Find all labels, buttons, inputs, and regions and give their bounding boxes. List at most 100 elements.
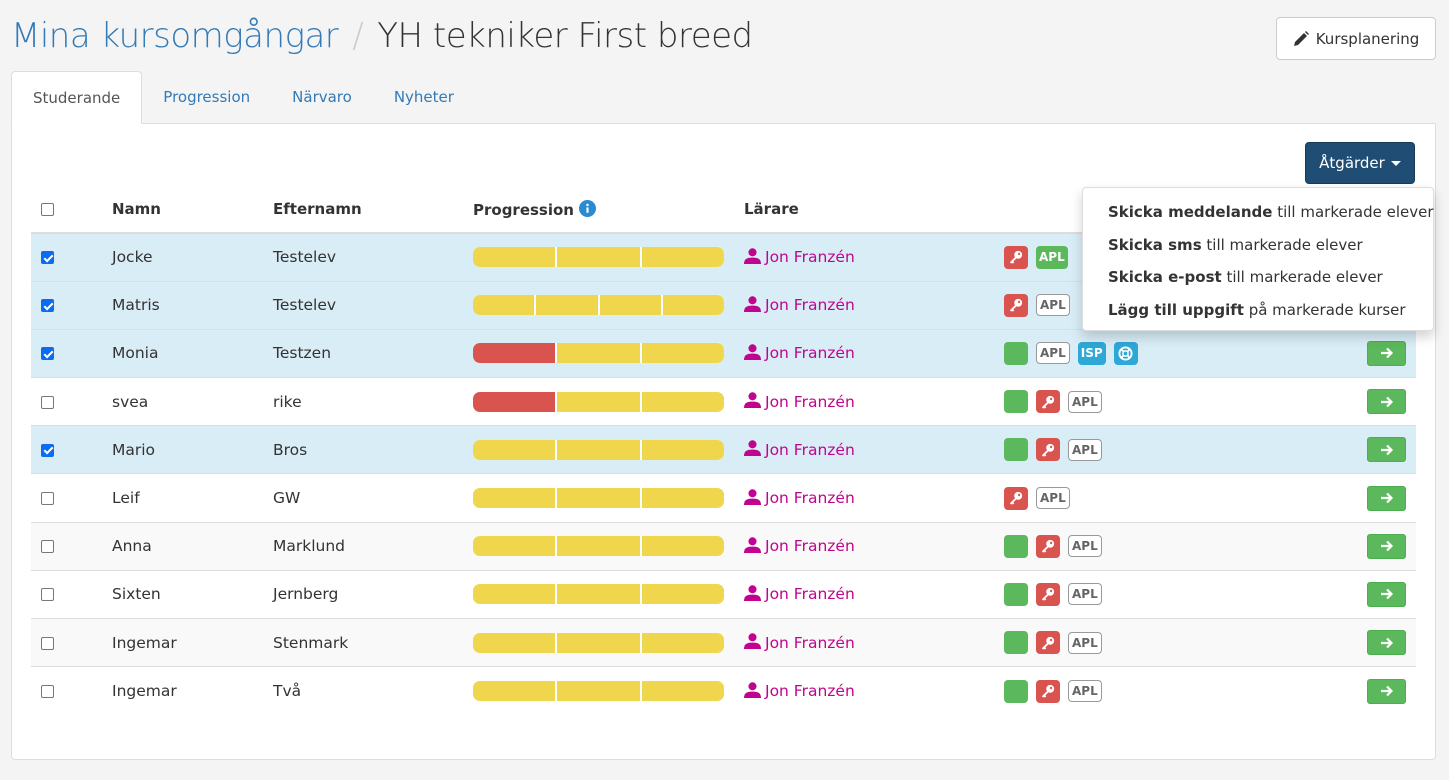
select-all-checkbox[interactable] bbox=[41, 203, 54, 216]
actions-dropdown-button[interactable]: Åtgärder bbox=[1305, 142, 1415, 184]
progress-segment-in-progress bbox=[662, 295, 724, 316]
open-student-button[interactable] bbox=[1367, 678, 1406, 704]
column-name[interactable]: Namn bbox=[112, 186, 273, 234]
apl-badge-active[interactable]: APL bbox=[1036, 245, 1068, 269]
student-first-name: Monia bbox=[112, 328, 273, 378]
status-badge-green[interactable] bbox=[1004, 341, 1028, 365]
open-student-button[interactable] bbox=[1367, 581, 1406, 607]
progress-bar[interactable] bbox=[473, 584, 724, 605]
open-student-button[interactable] bbox=[1367, 630, 1406, 656]
teacher-name: Jon Franzén bbox=[765, 248, 855, 267]
teacher-link[interactable]: Jon Franzén bbox=[744, 488, 1004, 509]
row-checkbox[interactable] bbox=[41, 588, 54, 602]
student-first-name: Anna bbox=[112, 521, 273, 571]
row-checkbox[interactable] bbox=[41, 347, 54, 361]
key-icon[interactable] bbox=[1036, 582, 1060, 606]
row-checkbox[interactable] bbox=[41, 636, 54, 650]
lifebuoy-icon[interactable] bbox=[1113, 341, 1138, 365]
open-student-button[interactable] bbox=[1367, 389, 1406, 415]
apl-badge[interactable]: APL bbox=[1036, 294, 1070, 317]
tab-narvaro[interactable]: Närvaro bbox=[292, 88, 352, 106]
progress-bar[interactable] bbox=[473, 681, 724, 702]
key-icon[interactable] bbox=[1036, 438, 1060, 462]
tab-nyheter[interactable]: Nyheter bbox=[393, 88, 454, 106]
student-last-name: Stenmark bbox=[273, 617, 473, 667]
status-badge-green[interactable] bbox=[1004, 390, 1028, 414]
teacher-link[interactable]: Jon Franzén bbox=[744, 439, 1004, 460]
key-icon[interactable] bbox=[1036, 534, 1060, 558]
student-last-name: Bros bbox=[273, 425, 473, 474]
arrow-right-icon bbox=[1380, 347, 1394, 359]
row-checkbox[interactable] bbox=[41, 540, 54, 554]
progress-bar[interactable] bbox=[473, 295, 724, 316]
status-badge-green[interactable] bbox=[1004, 582, 1028, 606]
apl-badge[interactable]: APL bbox=[1068, 583, 1102, 606]
key-icon[interactable] bbox=[1004, 293, 1028, 317]
row-checkbox[interactable] bbox=[41, 443, 54, 457]
tab-progression[interactable]: Progression bbox=[163, 88, 251, 106]
teacher-link[interactable]: Jon Franzén bbox=[744, 343, 1004, 364]
apl-badge[interactable]: APL bbox=[1068, 438, 1102, 461]
open-student-button[interactable] bbox=[1367, 485, 1406, 511]
user-icon bbox=[744, 536, 761, 557]
arrow-right-icon bbox=[1380, 588, 1394, 600]
progress-bar[interactable] bbox=[473, 488, 724, 509]
user-icon bbox=[744, 681, 761, 702]
open-student-button[interactable] bbox=[1367, 340, 1406, 366]
row-checkbox[interactable] bbox=[41, 395, 54, 409]
badge-group: APL bbox=[1004, 533, 1416, 559]
apl-badge[interactable]: APL bbox=[1036, 487, 1070, 510]
kursplanering-button[interactable]: Kursplanering bbox=[1276, 17, 1436, 60]
teacher-link[interactable]: Jon Franzén bbox=[744, 681, 1004, 702]
breadcrumb-link[interactable]: Mina kursomgångar bbox=[11, 16, 339, 56]
status-badge-green[interactable] bbox=[1004, 534, 1028, 558]
badge-group: APL bbox=[1004, 678, 1416, 704]
apl-badge[interactable]: APL bbox=[1068, 680, 1102, 703]
status-badge-green[interactable] bbox=[1004, 438, 1028, 462]
progress-bar[interactable] bbox=[473, 391, 724, 412]
progress-bar[interactable] bbox=[473, 439, 724, 460]
tab-studerande[interactable]: Studerande bbox=[11, 71, 143, 124]
status-badge-green[interactable] bbox=[1004, 679, 1028, 703]
progress-segment-in-progress bbox=[557, 439, 640, 460]
menu-item[interactable]: Skicka meddelande till markerade elever bbox=[1083, 196, 1433, 229]
row-checkbox[interactable] bbox=[41, 299, 54, 313]
apl-badge[interactable]: APL bbox=[1068, 631, 1102, 654]
progress-bar[interactable] bbox=[473, 247, 724, 268]
user-icon bbox=[744, 488, 761, 509]
progress-segment-in-progress bbox=[473, 584, 556, 605]
row-checkbox[interactable] bbox=[41, 251, 54, 265]
menu-item[interactable]: Skicka sms till markerade elever bbox=[1083, 229, 1433, 262]
menu-item[interactable]: Lägg till uppgift på markerade kurser bbox=[1083, 294, 1433, 327]
arrow-right-icon bbox=[1380, 637, 1394, 649]
teacher-link[interactable]: Jon Franzén bbox=[744, 295, 1004, 316]
apl-badge[interactable]: APL bbox=[1068, 535, 1102, 558]
breadcrumb-separator: / bbox=[352, 16, 364, 56]
progress-bar[interactable] bbox=[473, 632, 724, 653]
key-icon[interactable] bbox=[1004, 486, 1028, 510]
progress-bar[interactable] bbox=[473, 536, 724, 557]
teacher-link[interactable]: Jon Franzén bbox=[744, 632, 1004, 653]
apl-badge[interactable]: APL bbox=[1068, 390, 1102, 413]
open-student-button[interactable] bbox=[1367, 533, 1406, 559]
apl-badge[interactable]: APL bbox=[1036, 342, 1070, 365]
row-checkbox[interactable] bbox=[41, 492, 54, 506]
key-icon[interactable] bbox=[1004, 245, 1028, 269]
badge-group: APL ISP bbox=[1004, 340, 1416, 366]
teacher-link[interactable]: Jon Franzén bbox=[744, 247, 1004, 268]
column-surname[interactable]: Efternamn bbox=[273, 186, 473, 234]
teacher-link[interactable]: Jon Franzén bbox=[744, 391, 1004, 412]
teacher-link[interactable]: Jon Franzén bbox=[744, 584, 1004, 605]
key-icon[interactable] bbox=[1036, 679, 1060, 703]
isp-badge[interactable]: ISP bbox=[1077, 341, 1106, 365]
row-checkbox[interactable] bbox=[41, 685, 54, 699]
open-student-button[interactable] bbox=[1367, 437, 1406, 463]
teacher-link[interactable]: Jon Franzén bbox=[744, 536, 1004, 557]
key-icon[interactable] bbox=[1036, 631, 1060, 655]
status-badge-green[interactable] bbox=[1004, 631, 1028, 655]
info-icon[interactable] bbox=[579, 199, 597, 217]
key-icon[interactable] bbox=[1036, 390, 1060, 414]
menu-item[interactable]: Skicka e-post till markerade elever bbox=[1083, 261, 1433, 294]
progress-bar[interactable] bbox=[473, 343, 724, 364]
teacher-name: Jon Franzén bbox=[765, 392, 855, 411]
